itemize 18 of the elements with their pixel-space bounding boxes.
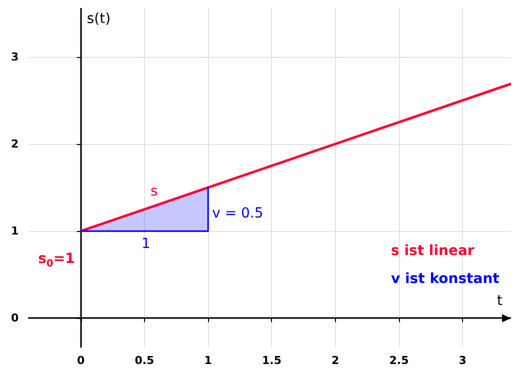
y-tick-label: 1 bbox=[11, 224, 19, 238]
annotation: 1 bbox=[141, 236, 150, 252]
y-axis-title: s(t) bbox=[86, 11, 111, 27]
y-tick-label: 0 bbox=[11, 312, 19, 325]
x-tick-label: 0.5 bbox=[134, 354, 154, 367]
x-tick-label: 1 bbox=[204, 354, 212, 367]
annotation: v ist konstant bbox=[391, 271, 500, 288]
x-tick-label: 0 bbox=[77, 354, 86, 367]
annotation: s bbox=[150, 183, 158, 200]
annotation: v = 0.5 bbox=[212, 205, 264, 222]
x-tick-label: 2 bbox=[332, 354, 340, 367]
annotation: s ist linear bbox=[391, 243, 474, 260]
x-tick-label: 3 bbox=[458, 354, 466, 367]
y-tick-label: 3 bbox=[11, 50, 19, 64]
x-axis-title: t bbox=[497, 293, 503, 310]
y-tick-label: 2 bbox=[11, 137, 19, 150]
x-tick-label: 1.5 bbox=[262, 354, 282, 367]
x-tick-label: 2.5 bbox=[389, 354, 409, 367]
